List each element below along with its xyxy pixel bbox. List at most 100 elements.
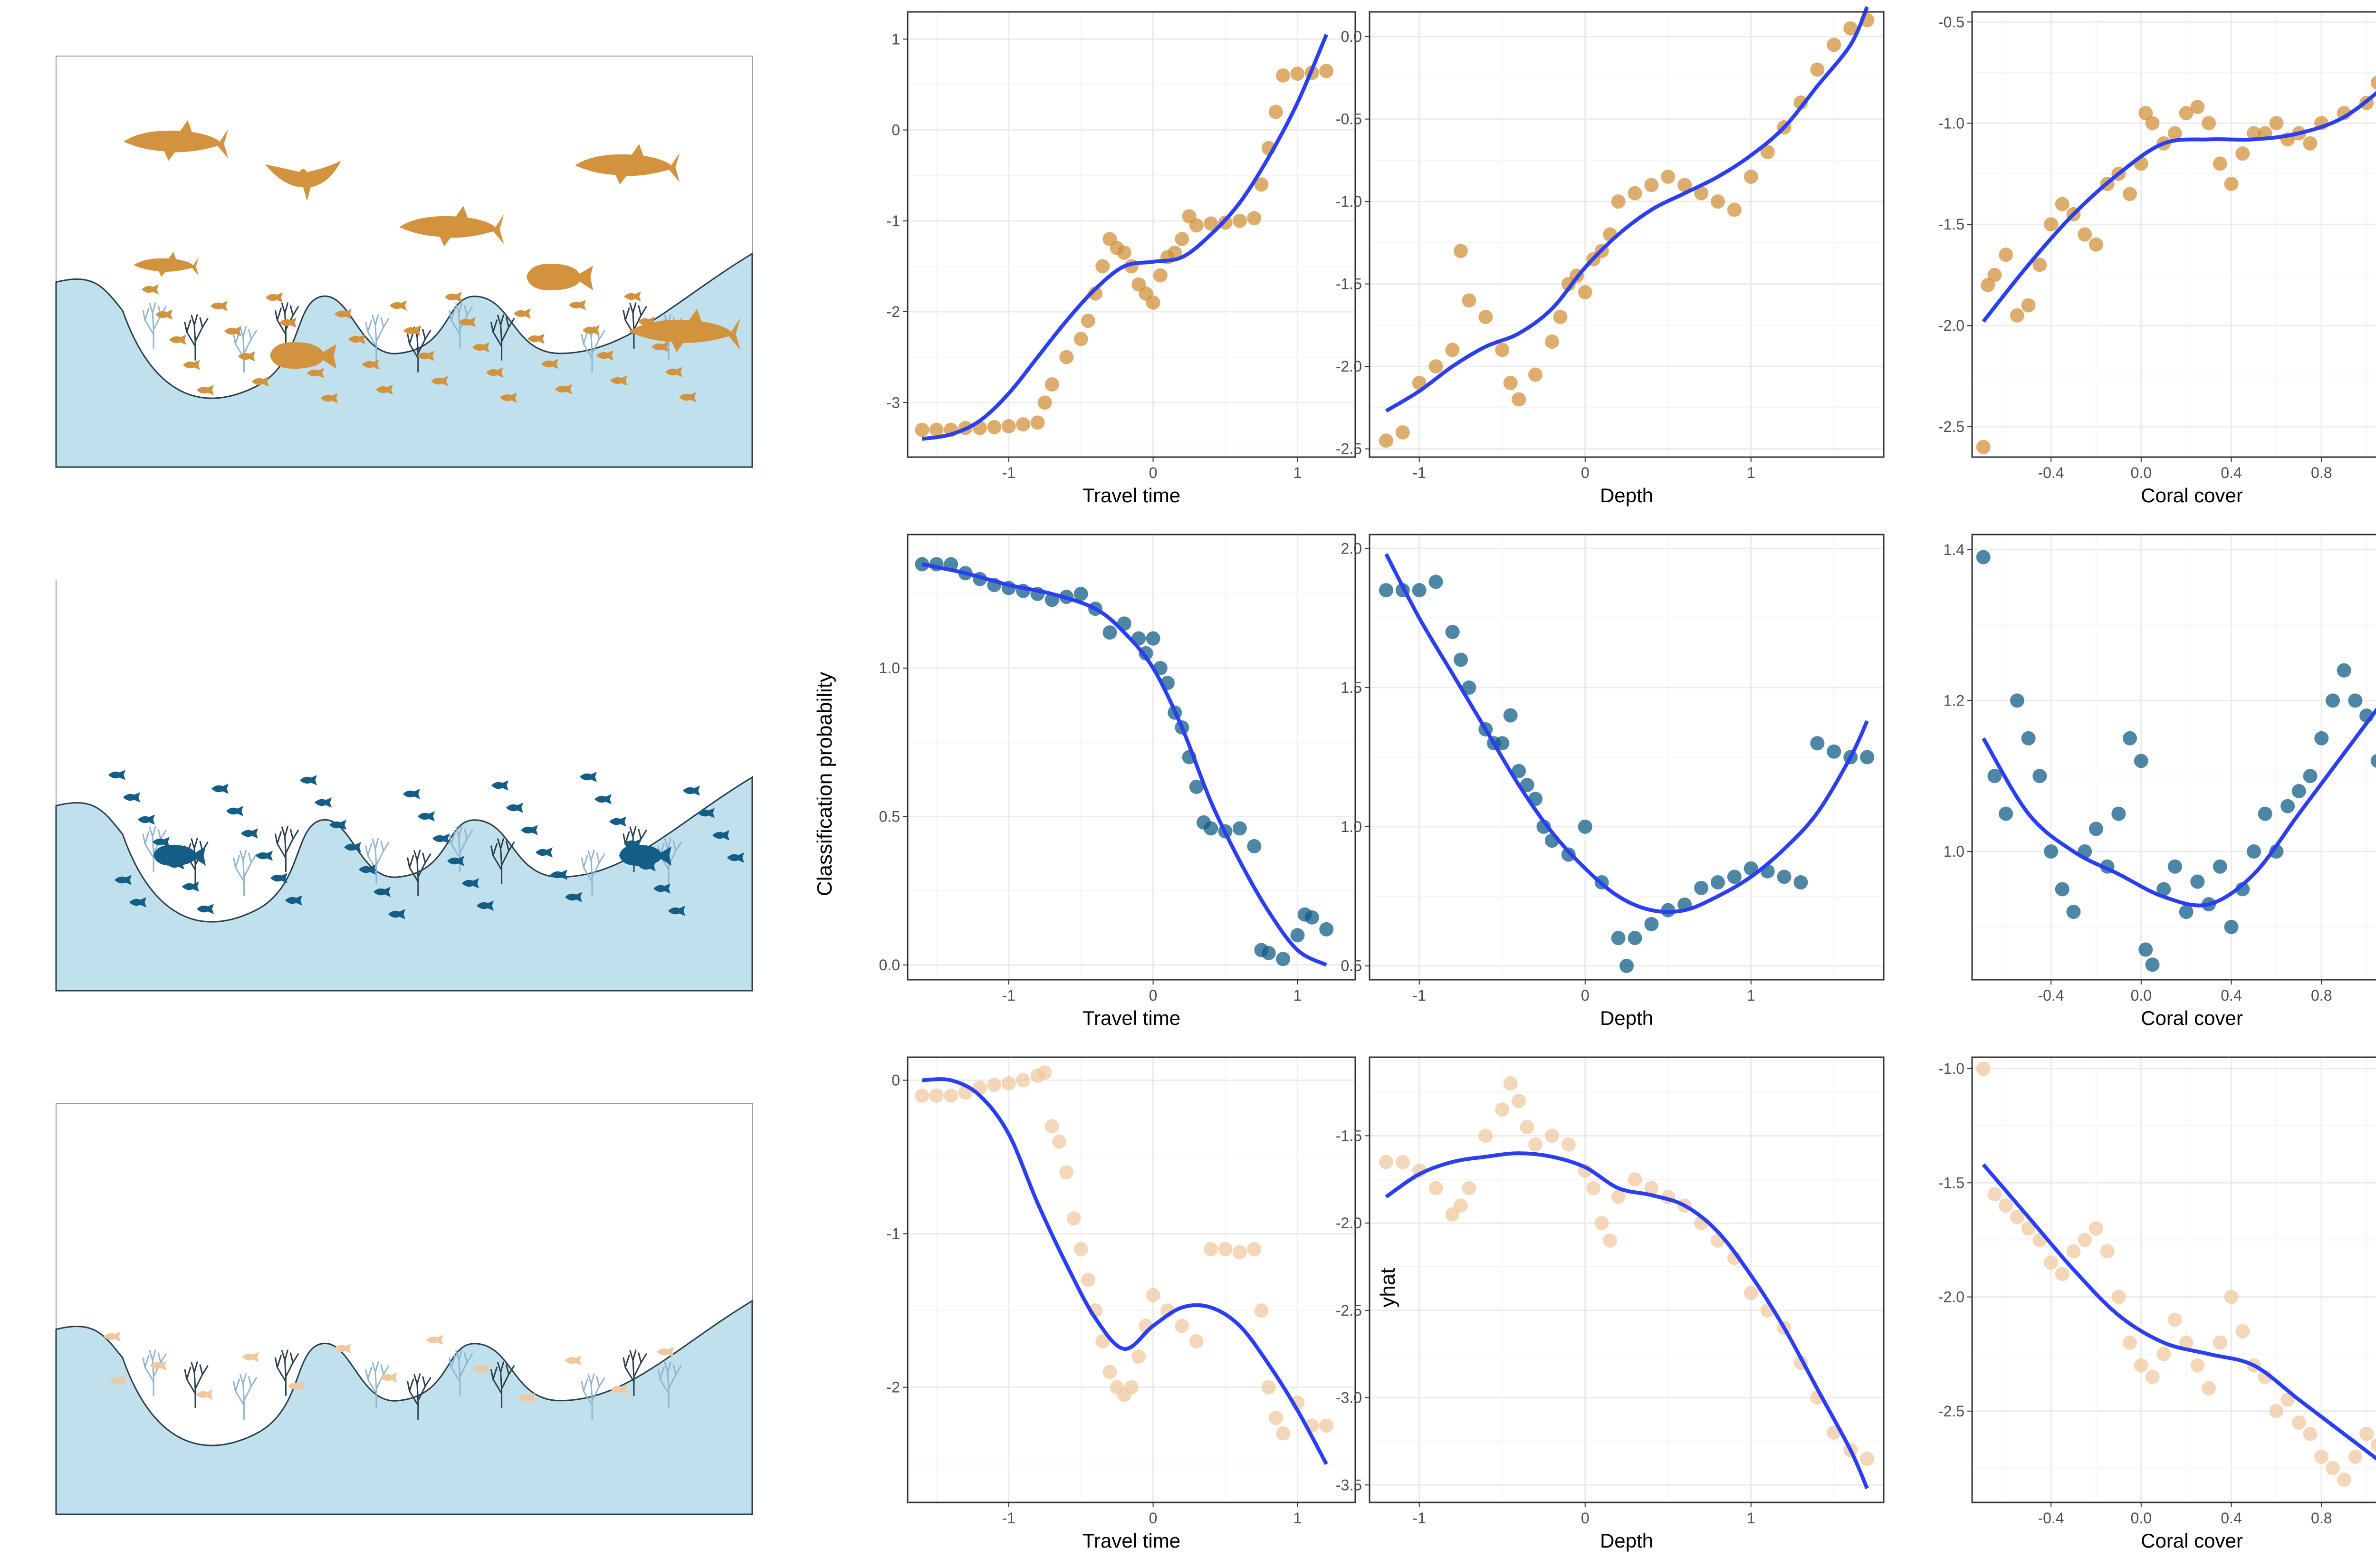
data-point [1445,343,1460,357]
data-point [1520,778,1534,793]
data-point [1976,550,1991,564]
x-tick-label: 0 [1149,1510,1158,1527]
x-tick-label: -1 [1002,464,1015,481]
y-tick-label: 1.0 [1341,818,1362,835]
data-point [1319,1418,1334,1433]
data-point [1232,213,1247,228]
data-point [1644,1181,1659,1195]
data-point [1512,392,1526,407]
data-point [2123,731,2137,746]
data-point [1987,1187,2002,1202]
data-point [2021,1221,2036,1236]
data-point [1290,67,1305,81]
data-point [1760,144,1775,159]
data-point [1379,583,1393,598]
data-point [2134,754,2148,768]
data-point [1644,178,1659,192]
data-point [2055,1267,2069,1281]
y-tick-label: -1.0 [1336,193,1362,210]
x-tick-label: -0.4 [2038,987,2064,1004]
data-point [1153,268,1168,283]
data-point [2089,1221,2103,1236]
reef-fish-icon [300,775,317,785]
data-point [1981,277,1995,292]
data-point [1073,332,1088,346]
reef-fish-icon [211,784,229,794]
data-point [2235,146,2250,161]
x-axis-title: Coral cover [2141,1530,2243,1552]
panel-background [1370,1057,1884,1502]
x-tick-label: 0.4 [2221,464,2242,481]
data-point [1247,211,1262,226]
data-point [2156,882,2171,897]
data-point [1987,769,2002,784]
x-axis-title: Travel time [1083,484,1180,507]
reef-fish-icon [241,828,258,839]
data-point [1710,875,1725,890]
data-point [2280,1392,2295,1407]
data-point [1319,64,1334,78]
data-point [2032,769,2047,784]
reef-fish-icon [123,792,140,803]
reef-fish-icon [182,881,199,892]
scatter-panel-1-3: -0.40.00.40.81.2-2.5-2.0-1.5-1.0-0.5Cora… [1938,11,2376,507]
data-point [2100,1244,2115,1259]
data-point [1860,750,1875,765]
data-point [1777,870,1792,884]
panel-background [1972,12,2376,457]
data-point [1503,1076,1518,1091]
panel-border [907,1056,1356,1503]
y-tick-label: 1.2 [1944,692,1964,709]
reef-seafloor [55,1300,753,1515]
data-point [1146,295,1160,310]
data-point [2044,1255,2059,1270]
data-point [2370,754,2376,768]
data-point [2111,1290,2126,1304]
y-tick-label: -2.0 [1336,1214,1362,1232]
data-point [1462,680,1476,695]
data-point [1254,177,1269,192]
y-tick-label: -1 [887,212,900,229]
data-point [1030,415,1045,430]
data-point [1628,186,1642,201]
data-point [2314,731,2329,746]
data-point [1987,268,2002,282]
y-tick-label: 0 [891,122,900,139]
data-point [1189,218,1204,233]
reef-fish-icon [138,814,155,825]
x-axis-title: Travel time [1083,1530,1180,1552]
y-tick-label: -1.0 [1938,115,1964,132]
data-point [2078,1233,2092,1247]
x-tick-label: 1 [1293,464,1302,481]
reef-seafloor [55,776,753,992]
smooth-trend-line [1982,707,2376,908]
y-tick-label: 0.5 [1341,957,1362,975]
data-point [1290,928,1305,943]
y-tick-label: -1.5 [1336,1127,1362,1144]
data-point [1694,186,1709,201]
data-point [1860,1452,1875,1466]
data-point [1095,1334,1110,1348]
data-point [2167,126,2182,141]
y-tick-label: -2.5 [1336,1302,1362,1319]
data-point [2224,919,2239,934]
data-point [1520,1119,1534,1134]
data-point [2337,663,2351,678]
data-point [2337,1472,2351,1487]
y-tick-label: 0.0 [879,956,900,974]
x-axis-title: Coral cover [2141,1007,2243,1029]
data-point [1016,1073,1031,1088]
panel-border [1369,1056,1885,1503]
data-point [1727,202,1742,217]
smooth-trend-line [1384,553,1869,914]
data-point [1232,1245,1247,1260]
reef-fish-icon [403,789,420,799]
data-point [1001,1076,1016,1090]
data-point [1146,631,1160,646]
x-tick-label: 1 [1293,987,1302,1004]
data-point [2010,693,2024,708]
data-point [1175,232,1189,247]
data-point [1594,1216,1609,1231]
data-point [1276,1426,1291,1441]
data-point [1204,821,1218,836]
